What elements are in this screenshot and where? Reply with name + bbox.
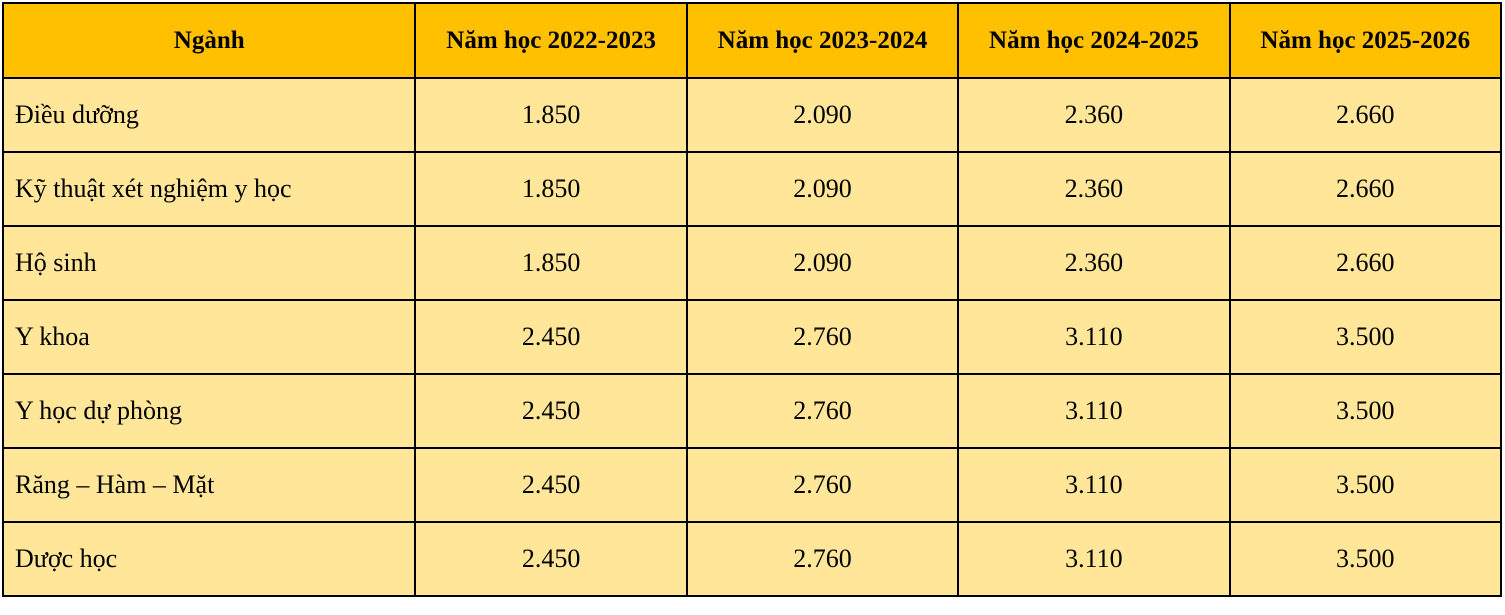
tuition-cell: 2.760 [685,373,960,449]
tuition-cell: 3.110 [957,299,1231,375]
major-name-cell: Y học dự phòng [1,373,417,449]
major-name-cell: Hộ sinh [1,225,417,301]
major-name-cell: Dược học [1,521,417,597]
tuition-cell: 2.760 [685,521,960,597]
tuition-cell: 3.500 [1228,299,1503,375]
tuition-cell: 2.660 [1228,151,1503,227]
tuition-cell: 2.090 [685,225,960,301]
column-header: Năm học 2024-2025 [957,2,1231,79]
tuition-cell: 2.760 [685,447,960,523]
tuition-cell: 2.360 [957,77,1231,153]
tuition-cell: 2.450 [414,373,688,449]
header-row: Ngành Năm học 2022-2023 Năm học 2023-2024 N… [1,2,1503,79]
tuition-cell: 2.660 [1228,77,1503,153]
tuition-cell: 3.110 [957,373,1231,449]
table-row: Kỹ thuật xét nghiệm y học 1.850 2.090 2.360… [1,151,1503,227]
tuition-cell: 3.500 [1228,447,1503,523]
column-header: Năm học 2022-2023 [414,2,688,79]
tuition-cell: 2.360 [957,225,1231,301]
major-name-cell: Răng – Hàm – Mặt [1,447,417,523]
table-row: Hộ sinh 1.850 2.090 2.360 2.660 [1,225,1503,301]
tuition-cell: 3.110 [957,521,1231,597]
table-row: Răng – Hàm – Mặt 2.450 2.760 3.110 3.500 [1,447,1503,523]
major-name-cell: Y khoa [1,299,417,375]
table-row: Dược học 2.450 2.760 3.110 3.500 [1,521,1503,597]
table-row: Y học dự phòng 2.450 2.760 3.110 3.500 [1,373,1503,449]
tuition-cell: 1.850 [414,77,688,153]
tuition-cell: 2.450 [414,299,688,375]
tuition-table: Ngành Năm học 2022-2023 Năm học 2023-2024 N… [1,2,1503,597]
major-name-cell: Kỹ thuật xét nghiệm y học [1,151,417,227]
column-header: Năm học 2025-2026 [1228,2,1503,79]
column-header: Ngành [1,2,417,79]
tuition-cell: 3.110 [957,447,1231,523]
tuition-cell: 2.090 [685,77,960,153]
major-name-cell: Điều dưỡng [1,77,417,153]
tuition-cell: 2.090 [685,151,960,227]
tuition-cell: 2.660 [1228,225,1503,301]
tuition-cell: 2.360 [957,151,1231,227]
tuition-cell: 1.850 [414,225,688,301]
table-row: Y khoa 2.450 2.760 3.110 3.500 [1,299,1503,375]
tuition-cell: 3.500 [1228,521,1503,597]
column-header: Năm học 2023-2024 [685,2,960,79]
tuition-cell: 2.450 [414,521,688,597]
table-row: Điều dưỡng 1.850 2.090 2.360 2.660 [1,77,1503,153]
tuition-cell: 3.500 [1228,373,1503,449]
tuition-cell: 2.760 [685,299,960,375]
tuition-cell: 1.850 [414,151,688,227]
tuition-cell: 2.450 [414,447,688,523]
